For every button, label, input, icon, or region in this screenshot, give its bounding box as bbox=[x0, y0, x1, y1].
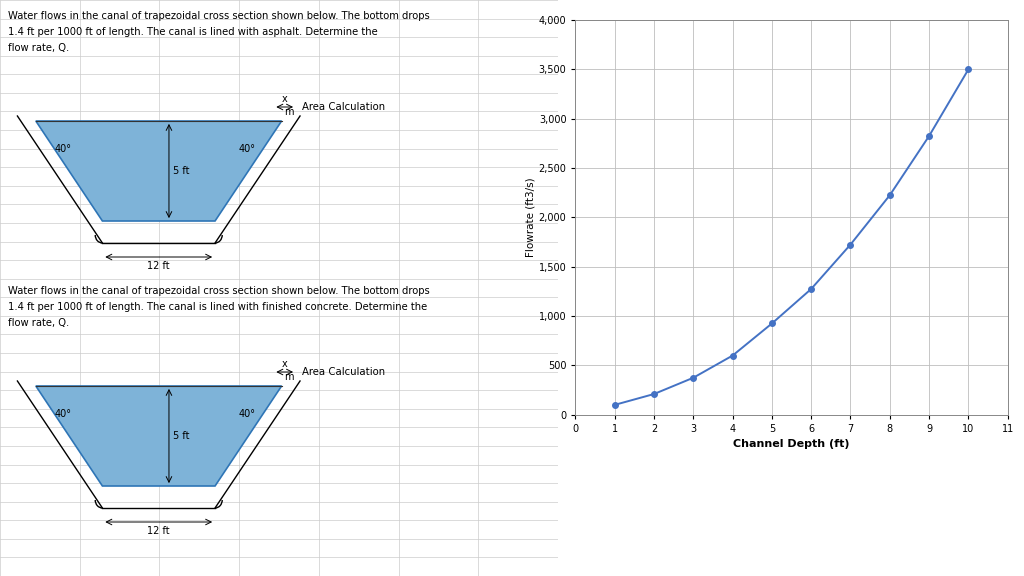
Text: 40°: 40° bbox=[54, 409, 72, 419]
Text: m: m bbox=[284, 107, 293, 117]
Text: x: x bbox=[282, 359, 288, 369]
Text: flow rate, Q.: flow rate, Q. bbox=[8, 318, 70, 328]
Y-axis label: Flowrate (ft3/s): Flowrate (ft3/s) bbox=[525, 177, 536, 257]
Text: Area Calculation: Area Calculation bbox=[302, 367, 385, 377]
Text: 40°: 40° bbox=[54, 144, 72, 154]
Text: 40°: 40° bbox=[239, 144, 256, 154]
Text: flow rate, Q.: flow rate, Q. bbox=[8, 43, 70, 53]
Text: 5 ft: 5 ft bbox=[173, 166, 189, 176]
Text: Water flows in the canal of trapezoidal cross section shown below. The bottom dr: Water flows in the canal of trapezoidal … bbox=[8, 11, 430, 21]
Text: x: x bbox=[282, 94, 288, 104]
Text: Area Calculation: Area Calculation bbox=[302, 102, 385, 112]
Text: 12 ft: 12 ft bbox=[147, 526, 170, 536]
Polygon shape bbox=[36, 121, 282, 221]
Text: 1.4 ft per 1000 ft of length. The canal is lined with asphalt. Determine the: 1.4 ft per 1000 ft of length. The canal … bbox=[8, 27, 378, 37]
Text: Water flows in the canal of trapezoidal cross section shown below. The bottom dr: Water flows in the canal of trapezoidal … bbox=[8, 286, 430, 296]
Text: 12 ft: 12 ft bbox=[147, 261, 170, 271]
Text: 40°: 40° bbox=[239, 409, 256, 419]
Text: m: m bbox=[284, 372, 293, 382]
Text: 1.4 ft per 1000 ft of length. The canal is lined with finished concrete. Determi: 1.4 ft per 1000 ft of length. The canal … bbox=[8, 302, 427, 312]
Text: 5 ft: 5 ft bbox=[173, 431, 189, 441]
Polygon shape bbox=[36, 386, 282, 486]
X-axis label: Channel Depth (ft): Channel Depth (ft) bbox=[733, 439, 850, 449]
